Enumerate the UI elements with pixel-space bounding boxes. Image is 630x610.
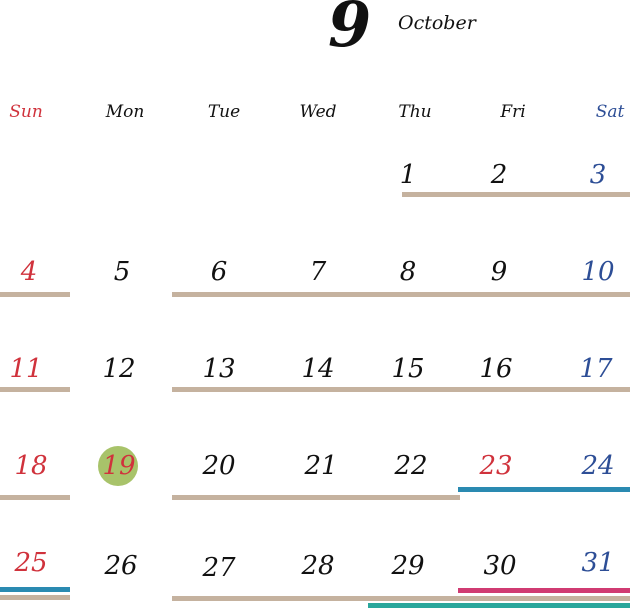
day-cell[interactable]: 1 [399,160,417,190]
day-cell[interactable]: 6 [210,257,228,287]
day-cell[interactable]: 23 [479,451,513,481]
day-cell[interactable]: 5 [113,257,131,287]
day-cell[interactable]: 21 [304,451,338,481]
day-cell[interactable]: 24 [581,451,615,481]
day-cell[interactable]: 17 [579,354,613,384]
month-name: October [398,12,476,34]
day-cell[interactable]: 28 [301,551,335,581]
weekday-thu: Thu [398,102,432,122]
day-cell[interactable]: 8 [399,257,417,287]
day-cell[interactable]: 30 [483,551,517,581]
day-cell[interactable]: 3 [589,160,607,190]
month-number: 9 [328,0,372,61]
day-cell[interactable]: 9 [490,257,508,287]
event-bar [368,603,630,608]
day-cell[interactable]: 18 [14,451,48,481]
weekday-sun: Sun [9,102,43,122]
day-cell[interactable]: 12 [102,354,136,384]
event-bar [458,588,630,593]
weekday-mon: Mon [105,102,145,122]
weekday-wed: Wed [299,102,337,122]
day-cell[interactable]: 27 [202,553,236,583]
day-cell[interactable]: 2 [490,160,508,190]
event-bar [0,595,70,600]
weekday-fri: Fri [500,102,526,122]
day-cell[interactable]: 13 [202,354,236,384]
event-bar [0,387,70,392]
event-bar [172,292,630,297]
event-bar [0,292,70,297]
event-bar [172,387,630,392]
event-bar [402,192,630,197]
day-cell-highlighted[interactable]: 19 [102,451,136,481]
event-bar [458,487,630,492]
day-cell[interactable]: 7 [309,257,327,287]
today-marker [98,446,138,486]
day-cell[interactable]: 26 [104,551,138,581]
day-cell[interactable]: 10 [581,257,615,287]
day-cell[interactable]: 16 [479,354,513,384]
event-bar [0,495,70,500]
day-cell[interactable]: 14 [301,354,335,384]
day-cell[interactable]: 11 [9,354,43,384]
day-cell[interactable]: 15 [391,354,425,384]
event-bar [172,495,460,500]
day-cell[interactable]: 31 [581,548,615,578]
day-cell[interactable]: 20 [202,451,236,481]
event-bar [0,587,70,592]
day-cell[interactable]: 25 [14,548,48,578]
day-cell[interactable]: 22 [394,451,428,481]
event-bar [172,596,630,601]
day-cell[interactable]: 4 [20,257,38,287]
weekday-tue: Tue [207,102,241,122]
day-cell[interactable]: 29 [391,551,425,581]
weekday-sat: Sat [595,102,625,122]
